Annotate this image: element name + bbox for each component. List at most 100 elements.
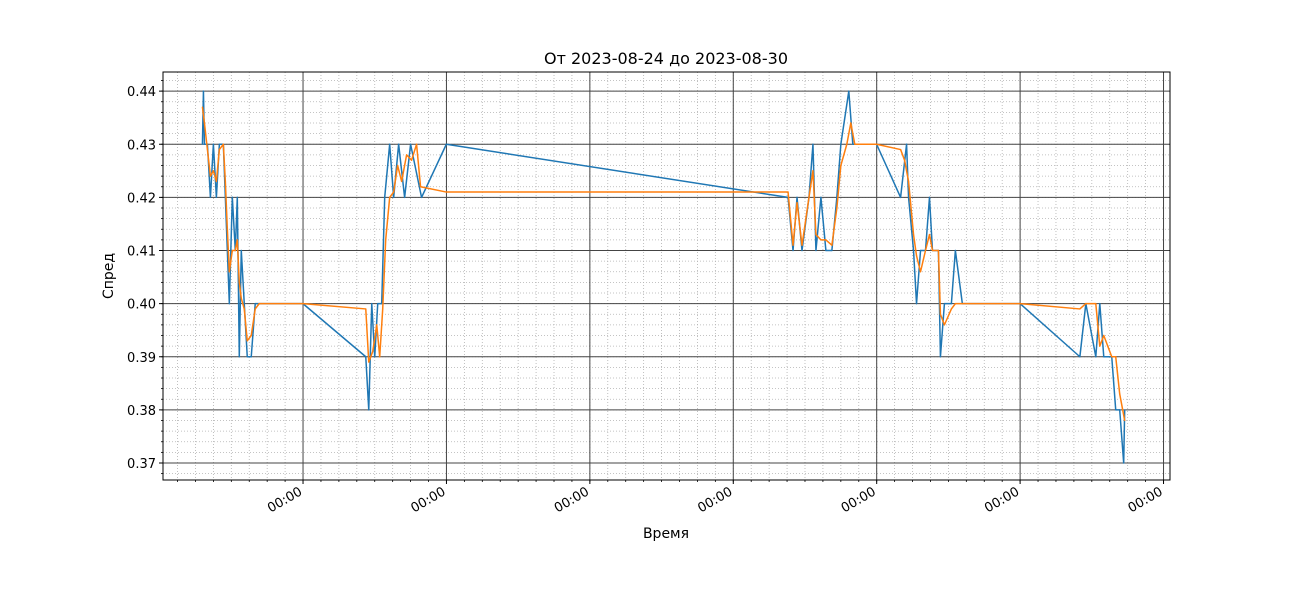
data-point-smoothed xyxy=(1095,303,1097,305)
data-point-raw xyxy=(368,409,370,411)
data-point-raw xyxy=(215,196,217,198)
data-point-raw xyxy=(905,143,908,145)
data-point-raw xyxy=(238,356,240,358)
data-point-smoothed xyxy=(206,148,209,151)
data-point-raw xyxy=(900,196,902,198)
data-point-smoothed xyxy=(231,249,233,252)
data-point-raw xyxy=(939,356,942,358)
data-point-smoothed xyxy=(928,233,931,236)
data-point-smoothed xyxy=(218,148,220,151)
data-point-smoothed xyxy=(1085,303,1087,305)
data-point-smoothed xyxy=(397,164,399,167)
data-point-smoothed xyxy=(961,303,963,305)
data-point-raw xyxy=(389,143,391,145)
data-point-smoothed xyxy=(203,122,206,124)
data-point-raw xyxy=(815,249,817,252)
data-point-raw xyxy=(820,196,822,198)
data-point-smoothed xyxy=(912,233,915,236)
data-point-raw xyxy=(1099,303,1101,305)
data-point-raw xyxy=(812,143,814,145)
data-point-raw xyxy=(1115,409,1117,411)
data-point-smoothed xyxy=(846,143,848,145)
data-point-raw xyxy=(445,143,447,145)
data-point-smoothed xyxy=(415,143,418,145)
y-tick-label: 0.42 xyxy=(127,191,156,206)
data-point-smoothed xyxy=(812,170,814,172)
data-point-smoothed xyxy=(840,164,842,167)
data-point-raw xyxy=(928,196,931,198)
x-axis-label: Время xyxy=(643,526,689,542)
data-point-raw xyxy=(840,143,842,145)
data-point-raw xyxy=(919,249,922,252)
data-point-smoothed xyxy=(379,356,381,358)
data-point-raw xyxy=(420,196,423,198)
data-point-smoothed xyxy=(815,233,817,236)
data-point-smoothed xyxy=(787,191,789,193)
data-point-raw xyxy=(848,90,850,92)
data-point-smoothed xyxy=(258,303,260,305)
data-point-smoothed xyxy=(825,239,827,241)
data-point-raw xyxy=(209,196,212,198)
data-point-raw xyxy=(201,143,204,145)
data-point-raw xyxy=(243,303,245,305)
data-point-smoothed xyxy=(1119,393,1121,395)
data-point-raw xyxy=(912,249,915,252)
data-point-raw xyxy=(374,356,376,358)
data-point-raw xyxy=(1079,356,1081,358)
data-point-smoothed xyxy=(1111,356,1113,358)
data-point-smoothed xyxy=(224,180,226,183)
data-point-smoothed xyxy=(365,308,367,310)
data-point-smoothed xyxy=(1115,356,1117,358)
data-point-smoothed xyxy=(368,361,370,363)
y-tick-label: 0.37 xyxy=(127,457,156,472)
data-point-raw xyxy=(404,196,406,198)
y-tick-label: 0.43 xyxy=(127,138,156,153)
data-point-smoothed xyxy=(808,196,810,198)
data-point-raw xyxy=(1119,409,1121,411)
data-point-smoothed xyxy=(854,143,856,145)
y-tick-label: 0.38 xyxy=(127,404,156,419)
data-point-smoothed xyxy=(943,324,946,326)
data-point-raw xyxy=(240,249,242,252)
y-axis: 0.37 0.38 0.39 0.40 0.41 0.42 0.43 0.44 xyxy=(127,80,163,475)
data-point-raw xyxy=(377,303,379,305)
data-point-raw xyxy=(1124,409,1126,411)
data-point-smoothed xyxy=(372,350,374,353)
data-point-raw xyxy=(1103,356,1105,358)
data-point-smoothed xyxy=(850,122,852,124)
data-point-smoothed xyxy=(238,281,240,283)
data-point-raw xyxy=(409,143,412,145)
data-point-raw xyxy=(398,143,400,145)
data-point-smoothed xyxy=(875,143,878,145)
data-point-raw xyxy=(212,143,214,145)
y-axis-label: Спред xyxy=(101,253,117,299)
data-point-raw xyxy=(907,196,910,198)
data-point-smoothed xyxy=(215,180,217,183)
data-point-raw xyxy=(381,303,383,305)
data-point-smoothed xyxy=(236,239,238,241)
data-point-smoothed xyxy=(254,308,256,310)
data-point-smoothed xyxy=(209,175,212,177)
data-point-smoothed xyxy=(228,271,230,273)
plot-frame xyxy=(162,71,1171,481)
data-point-smoothed xyxy=(1079,308,1081,310)
data-point-raw xyxy=(852,143,854,145)
data-point-smoothed xyxy=(376,324,378,326)
data-point-smoothed xyxy=(222,143,224,145)
data-point-raw xyxy=(371,303,373,305)
data-point-smoothed xyxy=(1124,419,1126,422)
data-point-smoothed xyxy=(939,313,942,315)
data-point-smoothed xyxy=(445,191,447,193)
data-point-raw xyxy=(218,143,220,145)
data-point-smoothed xyxy=(900,148,902,151)
data-point-smoothed xyxy=(226,228,228,230)
data-point-raw xyxy=(228,303,230,305)
data-point-smoothed xyxy=(915,255,918,257)
chart-title: От 2023-08-24 до 2023-08-30 xyxy=(544,49,788,68)
data-point-smoothed xyxy=(1019,303,1021,305)
data-point-smoothed xyxy=(393,191,395,193)
data-point-raw xyxy=(954,249,956,252)
data-point-smoothed xyxy=(240,297,242,299)
